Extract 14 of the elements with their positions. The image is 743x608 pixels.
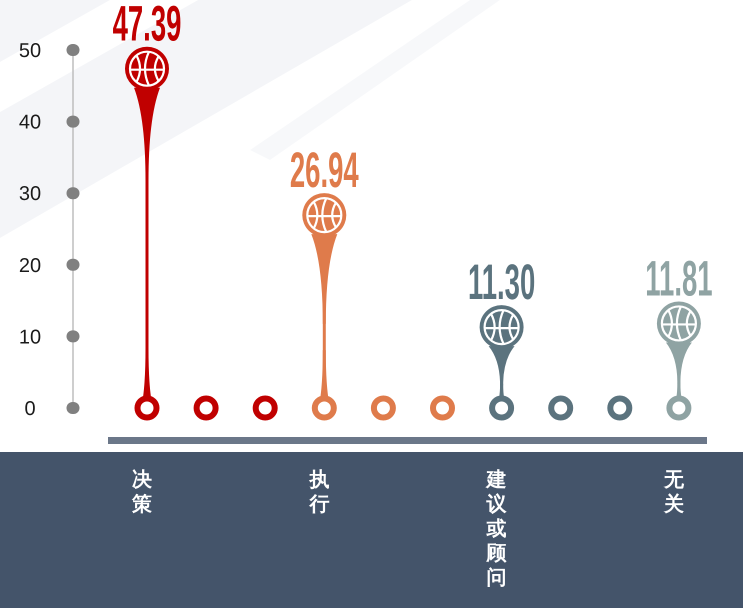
y-tick-label: 50 (18, 40, 42, 62)
x-tick-label: 无关 (662, 469, 685, 516)
data-label: 26.94 (290, 141, 360, 198)
x-tick-label: 执行 (308, 469, 330, 516)
y-tick-label: 10 (18, 326, 42, 348)
y-tick-label: 20 (18, 254, 42, 277)
data-label: 11.30 (468, 253, 536, 310)
data-label: 11.81 (645, 250, 713, 307)
x-tick-label: 决策 (131, 469, 152, 516)
x-tick-label: 建议或顾问 (484, 469, 508, 589)
y-tick-label: 30 (18, 183, 42, 206)
y-tick-label: 0 (24, 398, 36, 420)
y-tick-label: 40 (18, 112, 42, 134)
data-label: 47.39 (112, 0, 182, 52)
